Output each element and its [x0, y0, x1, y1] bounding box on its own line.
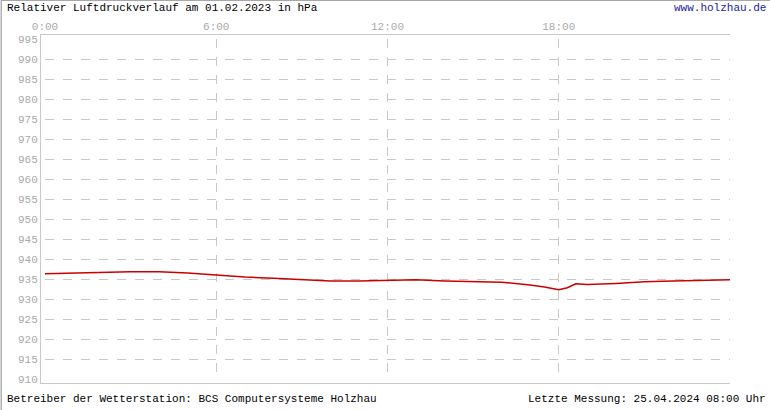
svg-text:955: 955: [18, 194, 38, 206]
svg-text:980: 980: [18, 94, 38, 106]
svg-text:12:00: 12:00: [371, 21, 404, 33]
svg-text:915: 915: [18, 354, 38, 366]
svg-text:925: 925: [18, 314, 38, 326]
svg-text:990: 990: [18, 54, 38, 66]
svg-text:18:00: 18:00: [542, 21, 575, 33]
svg-text:935: 935: [18, 274, 38, 286]
svg-text:6:00: 6:00: [203, 21, 229, 33]
svg-text:940: 940: [18, 254, 38, 266]
svg-text:920: 920: [18, 334, 38, 346]
svg-text:985: 985: [18, 74, 38, 86]
svg-text:930: 930: [18, 294, 38, 306]
svg-text:945: 945: [18, 234, 38, 246]
svg-text:www.holzhau.de: www.holzhau.de: [674, 2, 766, 14]
svg-text:910: 910: [18, 374, 38, 386]
svg-text:Relativer Luftdruckverlauf am: Relativer Luftdruckverlauf am 01.02.2023…: [7, 2, 318, 14]
svg-text:950: 950: [18, 214, 38, 226]
svg-text:Letzte Messung: 25.04.2024 08:: Letzte Messung: 25.04.2024 08:00 Uhr: [528, 393, 766, 405]
svg-text:995: 995: [18, 34, 38, 46]
svg-text:960: 960: [18, 174, 38, 186]
svg-text:0:00: 0:00: [32, 21, 58, 33]
svg-text:Betreiber der Wetterstation: B: Betreiber der Wetterstation: BCS Compute…: [7, 393, 377, 405]
svg-text:970: 970: [18, 134, 38, 146]
svg-text:975: 975: [18, 114, 38, 126]
svg-text:965: 965: [18, 154, 38, 166]
